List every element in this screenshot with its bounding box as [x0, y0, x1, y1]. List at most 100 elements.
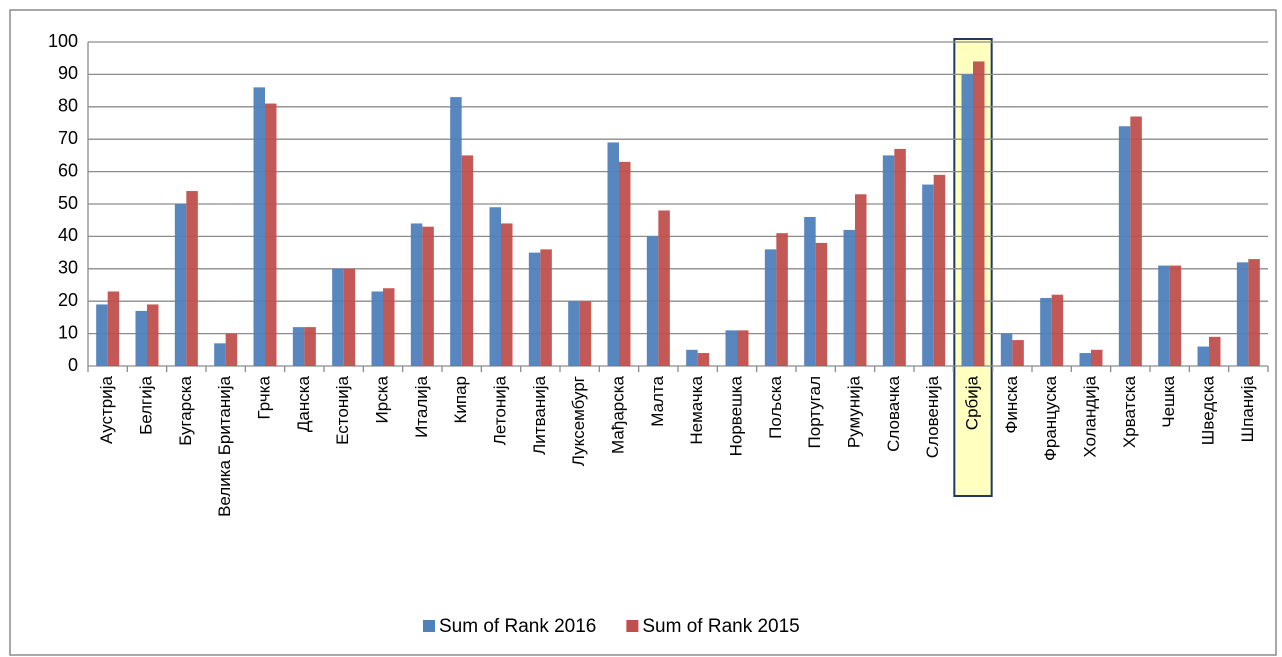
y-tick-label: 60 [58, 160, 78, 180]
legend-swatch [626, 620, 639, 632]
y-tick-label: 30 [58, 258, 78, 278]
bar [501, 223, 513, 366]
legend-label: Sum of Rank 2016 [439, 616, 596, 637]
y-tick-label: 70 [58, 128, 78, 148]
bar [253, 87, 265, 367]
bar [686, 349, 698, 366]
bar [922, 184, 934, 366]
bar [607, 142, 619, 366]
bar [422, 226, 434, 366]
y-tick-label: 90 [58, 63, 78, 83]
bar [186, 191, 198, 366]
bar [973, 61, 985, 366]
x-tick-label: Белгија [136, 375, 155, 434]
x-tick-label: Италија [412, 375, 431, 437]
bar [135, 310, 147, 366]
bar [658, 210, 670, 366]
x-tick-label: Србија [962, 375, 981, 430]
bar [147, 304, 159, 366]
x-tick-label: Литванија [530, 375, 549, 454]
bar [804, 216, 816, 366]
bar [489, 207, 501, 366]
bar [225, 333, 238, 366]
x-tick-label: Француска [1041, 375, 1060, 461]
bar [725, 330, 737, 366]
x-tick-label: Холандија [1080, 375, 1099, 457]
y-tick-label: 20 [58, 290, 78, 310]
bar [961, 74, 973, 367]
bar [1051, 294, 1064, 366]
bar [815, 242, 828, 366]
x-tick-label: Велика Британија [215, 375, 234, 516]
bar [933, 174, 946, 366]
x-tick-label: Бугарска [176, 375, 195, 445]
bar [764, 249, 777, 366]
bar [1000, 333, 1013, 366]
x-tick-label: Чешка [1159, 375, 1178, 427]
bar [1197, 346, 1209, 366]
x-tick-label: Грчка [254, 375, 273, 419]
x-tick-label: Норвешка [726, 375, 745, 456]
x-tick-label: Хрватска [1120, 375, 1139, 448]
bar [383, 288, 395, 366]
x-tick-label: Словенија [923, 375, 942, 458]
bar [1130, 116, 1142, 367]
x-tick-label: Шведска [1198, 375, 1217, 445]
chart-border [9, 9, 1277, 656]
bar [343, 268, 356, 366]
bar [304, 327, 316, 366]
x-tick-label: Немачка [687, 375, 706, 444]
x-tick-label: Луксембург [569, 376, 588, 466]
x-tick-label: Естонија [333, 375, 352, 444]
bar [776, 233, 788, 366]
bar [579, 301, 592, 366]
x-tick-label: Шпанија [1238, 375, 1257, 442]
bar [450, 97, 462, 366]
x-tick-label: Аустрија [97, 375, 116, 443]
bar [174, 204, 187, 366]
bar [292, 327, 305, 366]
bar [568, 301, 580, 366]
y-tick-label: 40 [58, 225, 78, 245]
bar [855, 194, 867, 366]
bar [1209, 336, 1221, 366]
bar [1091, 349, 1103, 366]
bar [265, 103, 277, 366]
x-tick-label: Румунија [844, 375, 863, 448]
bar [96, 304, 108, 366]
bar [1118, 126, 1131, 367]
bar [1040, 297, 1052, 366]
bar [646, 236, 659, 366]
x-tick-label: Мађарска [608, 375, 627, 453]
bar [371, 291, 383, 366]
bar [697, 353, 710, 366]
y-tick-label: 100 [48, 31, 78, 51]
bar [882, 155, 895, 366]
bar [540, 249, 552, 366]
bar [332, 268, 344, 366]
bar [1248, 259, 1260, 366]
x-tick-label: Ирска [372, 375, 391, 423]
bar [1169, 265, 1182, 366]
x-tick-label: Кипар [451, 376, 470, 424]
bar [528, 252, 541, 366]
x-tick-label: Данска [294, 375, 313, 432]
bar [107, 291, 120, 366]
bar [214, 343, 226, 366]
legend-label: Sum of Rank 2015 [642, 616, 799, 637]
x-tick-label: Португал [805, 376, 824, 448]
y-tick-label: 80 [58, 96, 78, 116]
x-tick-label: Малта [648, 375, 667, 426]
y-tick-label: 50 [58, 193, 78, 213]
bar [894, 148, 906, 366]
bar [461, 155, 474, 366]
x-tick-label: Финска [1002, 375, 1021, 433]
bar [1236, 262, 1249, 366]
bar [737, 330, 749, 366]
bar [1079, 353, 1091, 366]
y-tick-label: 0 [68, 355, 78, 375]
bar [1158, 265, 1170, 366]
legend-swatch [423, 620, 435, 632]
bar [410, 223, 423, 366]
